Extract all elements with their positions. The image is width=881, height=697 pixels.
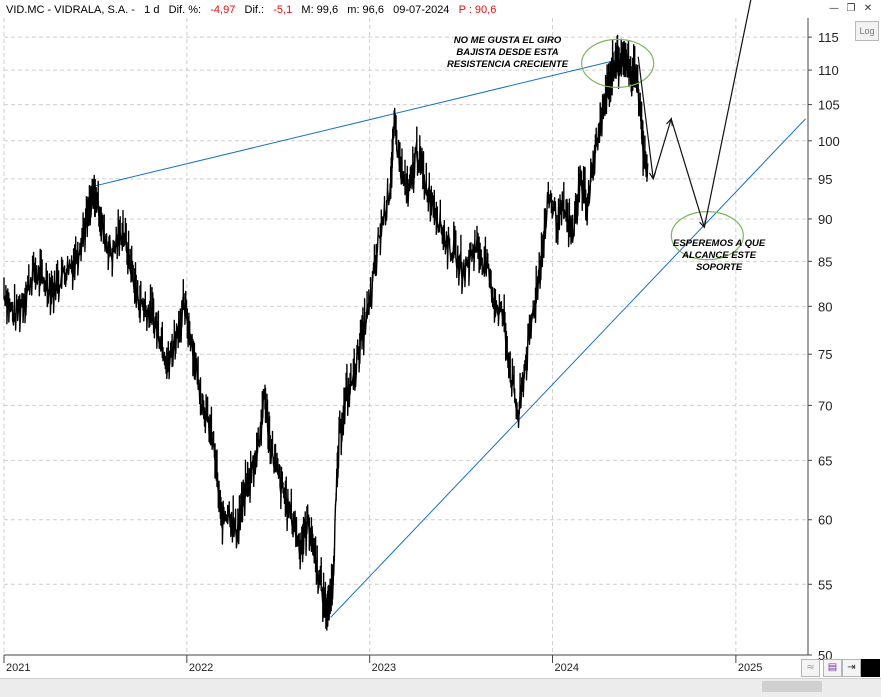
min-label: m: 96,6: [347, 4, 384, 16]
date-label: 09-07-2024: [393, 4, 450, 16]
expand-icon[interactable]: ⇥: [842, 659, 861, 677]
scrollbar-thumb[interactable]: [762, 681, 822, 692]
top-note-line: RESISTENCIA CRECIENTE: [447, 59, 569, 70]
dif-pct-value: -4,97: [210, 4, 236, 16]
log-scale-button[interactable]: Log: [855, 21, 879, 41]
y-tick-label: 100: [818, 134, 840, 149]
price-series-line: [3, 34, 649, 631]
price-label: P : 90,6: [458, 4, 497, 16]
bottom-note-line: SOPORTE: [695, 262, 743, 273]
restore-icon[interactable]: ❐: [846, 3, 856, 14]
trendline-soporte: [330, 118, 806, 618]
plot-area: [4, 18, 808, 655]
timeframe-label: 1 d: [144, 4, 160, 16]
zoom-icon[interactable]: ≈: [801, 659, 820, 677]
y-tick-label: 75: [818, 347, 832, 362]
projection-arrowhead: [699, 220, 706, 229]
y-tick-label: 115: [818, 30, 839, 45]
top-note-line: BAJISTA DESDE ESTA: [456, 47, 559, 58]
chart-header: VID.MC - VIDRALA, S.A. - 1 d Dif. %: -4,…: [6, 4, 496, 16]
y-tick-label: 85: [818, 254, 832, 269]
close-icon[interactable]: ✕: [863, 3, 873, 14]
trendline-resistencia: [91, 56, 631, 188]
dif-pct-label: Dif. %:: [168, 4, 202, 16]
x-tick-label: 2021: [6, 662, 30, 674]
highlight-circle-top: [581, 38, 655, 88]
y-tick-label: 80: [818, 299, 832, 314]
horizontal-scrollbar[interactable]: [0, 678, 881, 697]
x-tick-label: 2023: [372, 662, 396, 674]
y-tick-label: 110: [818, 63, 839, 78]
color-swatch-icon[interactable]: [861, 659, 880, 677]
top-note-line: NO ME GUSTA EL GIRO: [453, 35, 562, 46]
dif-label: Dif.:: [244, 4, 265, 16]
y-tick-label: 65: [818, 453, 832, 468]
bottom-annotation: ESPEREMOS A QUE ALCANCE ESTE SOPORTE: [673, 238, 765, 274]
y-tick-label: 70: [818, 398, 832, 413]
x-tick-label: 2024: [555, 662, 579, 674]
x-tick-label: 2025: [738, 662, 762, 674]
y-tick-label: 90: [818, 212, 832, 227]
max-label: M: 99,6: [301, 4, 339, 16]
y-tick-label: 55: [818, 577, 832, 592]
projection-arrowhead: [666, 117, 673, 126]
x-tick-label: 2022: [189, 662, 213, 674]
y-tick-label: 60: [818, 513, 832, 528]
projection-arrowhead: [648, 172, 657, 181]
save-icon[interactable]: ▤: [823, 659, 842, 677]
symbol-label: VID.MC - VIDRALA, S.A. -: [6, 4, 135, 16]
bottom-note-line: ESPEREMOS A QUE: [673, 238, 766, 249]
bottom-note-line: ALCANCE ESTE: [682, 250, 757, 261]
y-tick-label: 105: [818, 98, 840, 113]
dif-value: -5,1: [273, 4, 293, 16]
top-annotation: NO ME GUSTA EL GIRO BAJISTA DESDE ESTA R…: [447, 35, 568, 71]
minimize-icon[interactable]: —: [829, 3, 839, 14]
y-tick-label: 95: [818, 172, 832, 187]
